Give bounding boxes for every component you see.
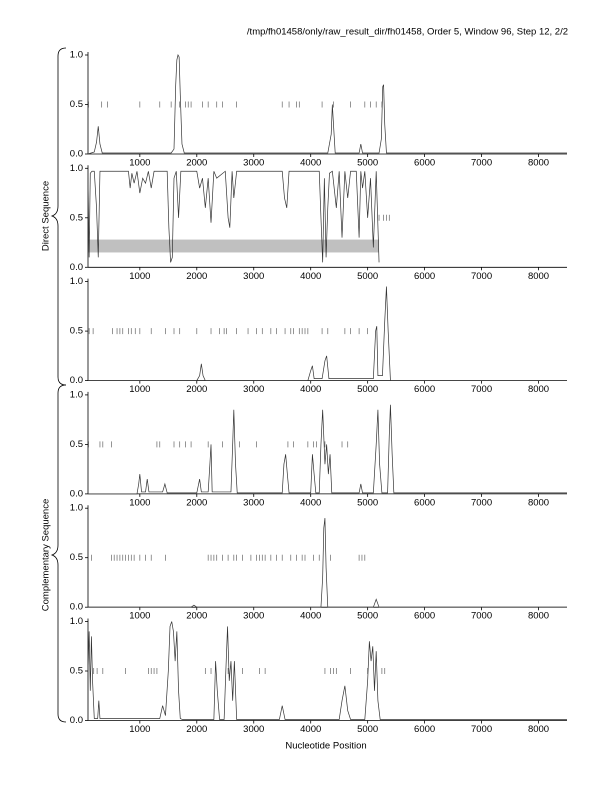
- x-tick-label: 8000: [528, 158, 549, 169]
- x-tick-label: 3000: [243, 497, 264, 508]
- x-tick-label: 8000: [528, 384, 549, 395]
- x-tick-label: 3000: [243, 611, 264, 622]
- x-tick-label: 2000: [186, 271, 207, 282]
- side-label: Direct Sequence: [41, 181, 52, 251]
- x-tick-label: 4000: [300, 384, 321, 395]
- y-tick-label: 0.0: [70, 262, 83, 273]
- coding-potential-line: [88, 518, 567, 608]
- x-tick-label: 3000: [243, 724, 264, 735]
- x-tick-label: 7000: [471, 611, 492, 622]
- x-tick-label: 4000: [300, 611, 321, 622]
- x-tick-label: 2000: [186, 384, 207, 395]
- coding-potential-line: [87, 621, 567, 720]
- y-tick-label: 0.0: [70, 488, 83, 499]
- x-tick-label: 3000: [243, 158, 264, 169]
- y-tick-label: 0.5: [70, 439, 83, 450]
- x-tick-label: 5000: [357, 158, 378, 169]
- x-tick-label: 6000: [414, 724, 435, 735]
- x-tick-label: 2000: [186, 611, 207, 622]
- brace: [50, 47, 67, 386]
- x-tick-label: 1000: [129, 724, 150, 735]
- x-tick-label: 5000: [357, 724, 378, 735]
- coding-potential-line: [87, 54, 567, 155]
- x-tick-label: 5000: [357, 611, 378, 622]
- y-tick-label: 1.0: [70, 503, 83, 514]
- x-tick-label: 7000: [471, 271, 492, 282]
- x-tick-label: 8000: [528, 724, 549, 735]
- brace: [50, 384, 67, 723]
- x-tick-label: 4000: [300, 158, 321, 169]
- x-tick-label: 6000: [414, 384, 435, 395]
- x-tick-label: 1000: [129, 497, 150, 508]
- y-tick-label: 0.5: [70, 212, 83, 223]
- y-tick-label: 1.0: [70, 276, 83, 287]
- y-tick-label: 0.0: [70, 602, 83, 613]
- x-tick-label: 7000: [471, 497, 492, 508]
- x-tick-label: 3000: [243, 271, 264, 282]
- y-tick-label: 0.0: [70, 715, 83, 726]
- y-tick-label: 0.0: [70, 375, 83, 386]
- x-tick-label: 6000: [414, 497, 435, 508]
- x-tick-label: 6000: [414, 158, 435, 169]
- x-tick-label: 5000: [357, 497, 378, 508]
- x-tick-label: 8000: [528, 611, 549, 622]
- y-tick-label: 1.0: [70, 616, 83, 627]
- x-tick-label: 1000: [129, 611, 150, 622]
- x-tick-label: 7000: [471, 158, 492, 169]
- x-tick-label: 1000: [129, 384, 150, 395]
- region-band: [88, 239, 380, 253]
- x-tick-label: 4000: [300, 271, 321, 282]
- x-tick-label: 4000: [300, 724, 321, 735]
- x-tick-label: 8000: [528, 271, 549, 282]
- side-label: Complementary Sequence: [41, 499, 52, 611]
- x-tick-label: 7000: [471, 384, 492, 395]
- y-tick-label: 0.5: [70, 326, 83, 337]
- y-tick-label: 0.5: [70, 99, 83, 110]
- x-tick-label: 2000: [186, 158, 207, 169]
- x-tick-label: 5000: [357, 384, 378, 395]
- x-tick-label: 6000: [414, 271, 435, 282]
- y-tick-label: 0.5: [70, 552, 83, 563]
- x-tick-label: 2000: [186, 497, 207, 508]
- x-tick-label: 6000: [414, 611, 435, 622]
- y-tick-label: 1.0: [70, 163, 83, 174]
- y-tick-label: 0.0: [70, 149, 83, 160]
- x-tick-label: 1000: [129, 271, 150, 282]
- x-tick-label: 1000: [129, 158, 150, 169]
- x-tick-label: 7000: [471, 724, 492, 735]
- x-tick-label: 4000: [300, 497, 321, 508]
- coding-potential-line: [88, 286, 567, 381]
- y-tick-label: 1.0: [70, 50, 83, 61]
- x-tick-label: 5000: [357, 271, 378, 282]
- coding-potential-line: [87, 170, 380, 263]
- x-tick-label: 3000: [243, 384, 264, 395]
- y-tick-label: 1.0: [70, 389, 83, 400]
- y-tick-label: 0.5: [70, 666, 83, 677]
- x-axis-label: Nucleotide Position: [285, 741, 366, 752]
- coding-potential-line: [88, 404, 567, 495]
- x-tick-label: 8000: [528, 497, 549, 508]
- header: /tmp/fh01458/only/raw_result_dir/fh01458…: [247, 27, 568, 38]
- x-tick-label: 2000: [186, 724, 207, 735]
